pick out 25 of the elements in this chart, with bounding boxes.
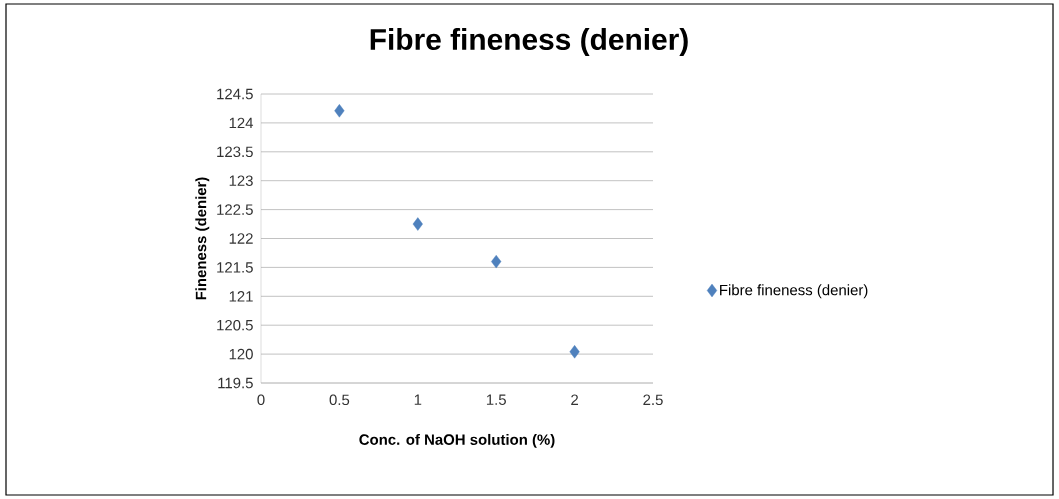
point	[569, 345, 580, 359]
point	[334, 104, 345, 118]
legend-label: Fibre fineness (denier)	[720, 284, 868, 299]
y-tick-label: 124.5	[217, 88, 253, 100]
y-axis-title: Fineness (denier)	[195, 177, 210, 300]
y-tick-label: 119.5	[218, 377, 253, 389]
x-tick-label: 1	[414, 394, 422, 405]
y-tick-label: 120.5	[217, 319, 253, 331]
y-tick-label: 121.5	[217, 262, 253, 273]
y-tick-label: 122	[229, 233, 253, 244]
chart-title: Fibre fineness (denier)	[370, 28, 688, 56]
y-tick-label: 123.5	[217, 146, 253, 158]
point	[412, 217, 423, 231]
x-tick-label: 1.5	[486, 394, 506, 405]
y-tick-label: 122.5	[217, 204, 253, 215]
y-tick-label: 120	[229, 348, 253, 360]
x-tick-label: 0.5	[329, 394, 350, 406]
y-tick-label: 123	[229, 175, 253, 186]
point	[491, 254, 502, 269]
x-tick-label: 2	[571, 394, 579, 405]
x-tick-label: 0	[257, 394, 265, 406]
y-tick-label: 121	[229, 291, 253, 302]
y-tick-label: 124	[229, 117, 254, 129]
x-tick-label: 2.5	[643, 394, 663, 406]
x-axis-title: Conc. of NaOH solution (%)	[359, 433, 555, 448]
